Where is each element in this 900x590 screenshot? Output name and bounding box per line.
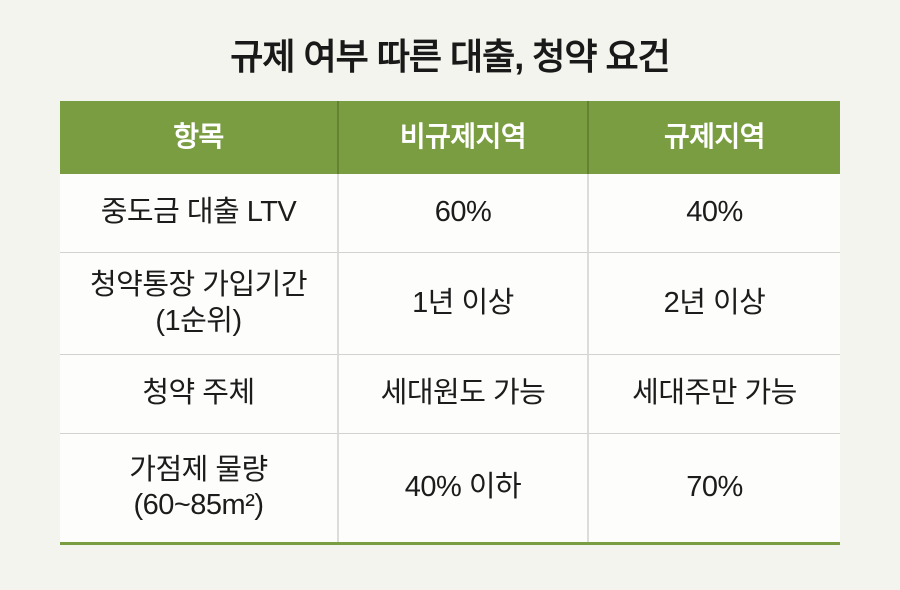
row-ltv-item: 중도금 대출 LTV	[60, 174, 337, 252]
row-account-period-regulated: 2년 이상	[587, 252, 840, 354]
cell-text: 중도금 대출 LTV	[100, 196, 297, 229]
page-title: 규제 여부 따른 대출, 청약 요건	[230, 36, 670, 77]
row-subject-regulated: 세대주만 가능	[587, 354, 840, 433]
cell-subtext: (60~85m²)	[133, 489, 264, 521]
row-account-period-non-regulated: 1년 이상	[337, 252, 587, 354]
column-header-non-regulated: 비규제지역	[337, 101, 587, 174]
row-account-period-item: 청약통장 가입기간 (1순위)	[60, 252, 337, 354]
column-header-item: 항목	[60, 101, 337, 174]
regulation-requirements-table: 항목 비규제지역 규제지역 중도금 대출 LTV 60% 40% 청약통장 가입…	[60, 101, 840, 545]
cell-text: 청약통장 가입기간	[90, 269, 308, 302]
row-point-quota-non-regulated: 40% 이하	[337, 433, 587, 542]
row-subject-non-regulated: 세대원도 가능	[337, 354, 587, 433]
row-point-quota-regulated: 70%	[587, 433, 840, 542]
column-header-regulated: 규제지역	[587, 101, 840, 174]
cell-subtext: (1순위)	[155, 304, 242, 337]
cell-text: 청약 주체	[142, 377, 255, 410]
row-ltv-non-regulated: 60%	[337, 174, 587, 252]
cell-text: 가점제 물량	[129, 453, 268, 486]
row-subject-item: 청약 주체	[60, 354, 337, 433]
row-ltv-regulated: 40%	[587, 174, 840, 252]
row-point-quota-item: 가점제 물량 (60~85m²)	[60, 433, 337, 542]
